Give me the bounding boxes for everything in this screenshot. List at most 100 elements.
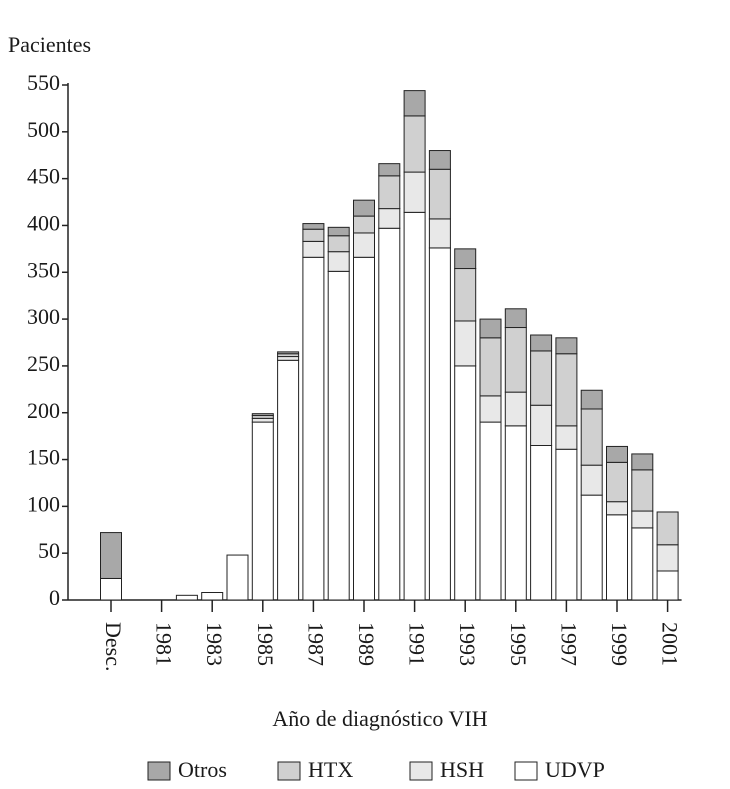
legend-swatch [277,761,301,781]
bar-segment [555,353,578,427]
bar-segment [378,227,401,601]
y-tick-label: 500 [27,117,60,142]
bar-segment [606,461,628,503]
x-tick-label: Desc. [101,622,126,671]
bar-segment [454,268,477,322]
bar-segment [353,199,375,217]
bar-segment [631,510,654,529]
y-tick-label: 50 [38,538,60,563]
bar-segment [656,570,679,601]
bar-segment [100,532,122,579]
legend-swatch [409,761,433,781]
x-tick-label: 1993 [455,622,480,666]
y-tick-label: 150 [27,445,60,470]
x-tick-label: 1981 [152,622,177,666]
x-tick-label: 1995 [506,622,531,666]
bar-segment [631,527,654,601]
bar-segment [454,365,477,601]
y-tick-label: 0 [49,585,60,610]
x-tick-label: 1991 [405,622,430,666]
bar-segment [403,115,426,173]
bar-segment [504,425,527,601]
bar-segment [580,494,603,601]
y-tick-label: 250 [27,351,60,376]
bar-segment [656,544,679,572]
legend-label: Otros [178,757,227,782]
x-tick-label: 1985 [253,622,278,666]
bar-segment [580,389,603,410]
bar-segment [580,408,603,466]
bar-segment [403,211,426,601]
y-tick-label: 350 [27,257,60,282]
x-tick-label: 1999 [607,622,632,666]
bar-segment [251,421,274,601]
y-tick-label: 400 [27,211,60,236]
bar-segment [175,594,198,601]
bar-segment [631,453,654,471]
bar-segment [454,320,477,367]
bar-segment [403,90,426,117]
bar-segment [479,421,502,601]
x-tick-label: 1997 [556,622,581,666]
x-tick-label: 1987 [303,622,328,666]
bar-segment [302,240,325,258]
bar-segment [479,318,502,339]
bar-segment [277,351,300,355]
bar-segment [353,256,375,601]
bar-segment [530,350,553,406]
bar-segment [100,577,122,601]
legend-swatch [147,761,171,781]
bar-segment [378,208,401,229]
bar-segment [428,168,451,220]
bar-segment [353,215,375,234]
legend-label: HTX [308,757,353,782]
bar-segment [327,226,350,237]
bar-segment [353,232,375,258]
x-tick-label: 1983 [202,622,227,666]
bar-segment [555,425,578,450]
bar-segment [302,228,325,242]
bar-segment [201,592,224,601]
bar-segment [555,448,578,601]
bar-segment [428,218,451,249]
bar-segment [378,175,401,210]
x-tick-label: 2001 [658,622,683,666]
bar-segment [580,464,603,496]
bar-segment [479,337,502,397]
bar-segment [555,337,578,355]
bar-segment [302,223,325,230]
bar-segment [327,251,350,272]
y-tick-label: 200 [27,398,60,423]
legend-label: HSH [440,757,484,782]
bar-segment [302,256,325,601]
bar-segment [530,404,553,446]
bar-segment [251,417,274,423]
bar-segment [504,327,527,393]
y-tick-label: 450 [27,164,60,189]
bar-segment [428,247,451,601]
bar-segment [656,511,679,546]
y-tick-label: 550 [27,70,60,95]
bar-segment [251,413,274,417]
bar-segment [504,308,527,329]
y-tick-label: 100 [27,491,60,516]
bar-segment [277,356,300,361]
y-axis-label: Pacientes [8,32,91,57]
bar-segment [327,235,350,253]
bar-segment [530,334,553,352]
bar-segment [631,469,654,512]
bar-segment [530,445,553,601]
x-axis-label: Año de diagnóstico VIH [272,706,487,731]
bar-segment [606,445,628,463]
bar-segment [454,248,477,270]
bar-segment [428,150,451,170]
bar-segment [277,359,300,601]
x-tick-label: 1989 [354,622,379,666]
bar-segment [504,391,527,427]
bar-segment [327,270,350,601]
bar-segment [378,163,401,177]
bar-segment [226,554,249,601]
bar-segment [403,171,426,213]
bar-segment [606,501,628,516]
